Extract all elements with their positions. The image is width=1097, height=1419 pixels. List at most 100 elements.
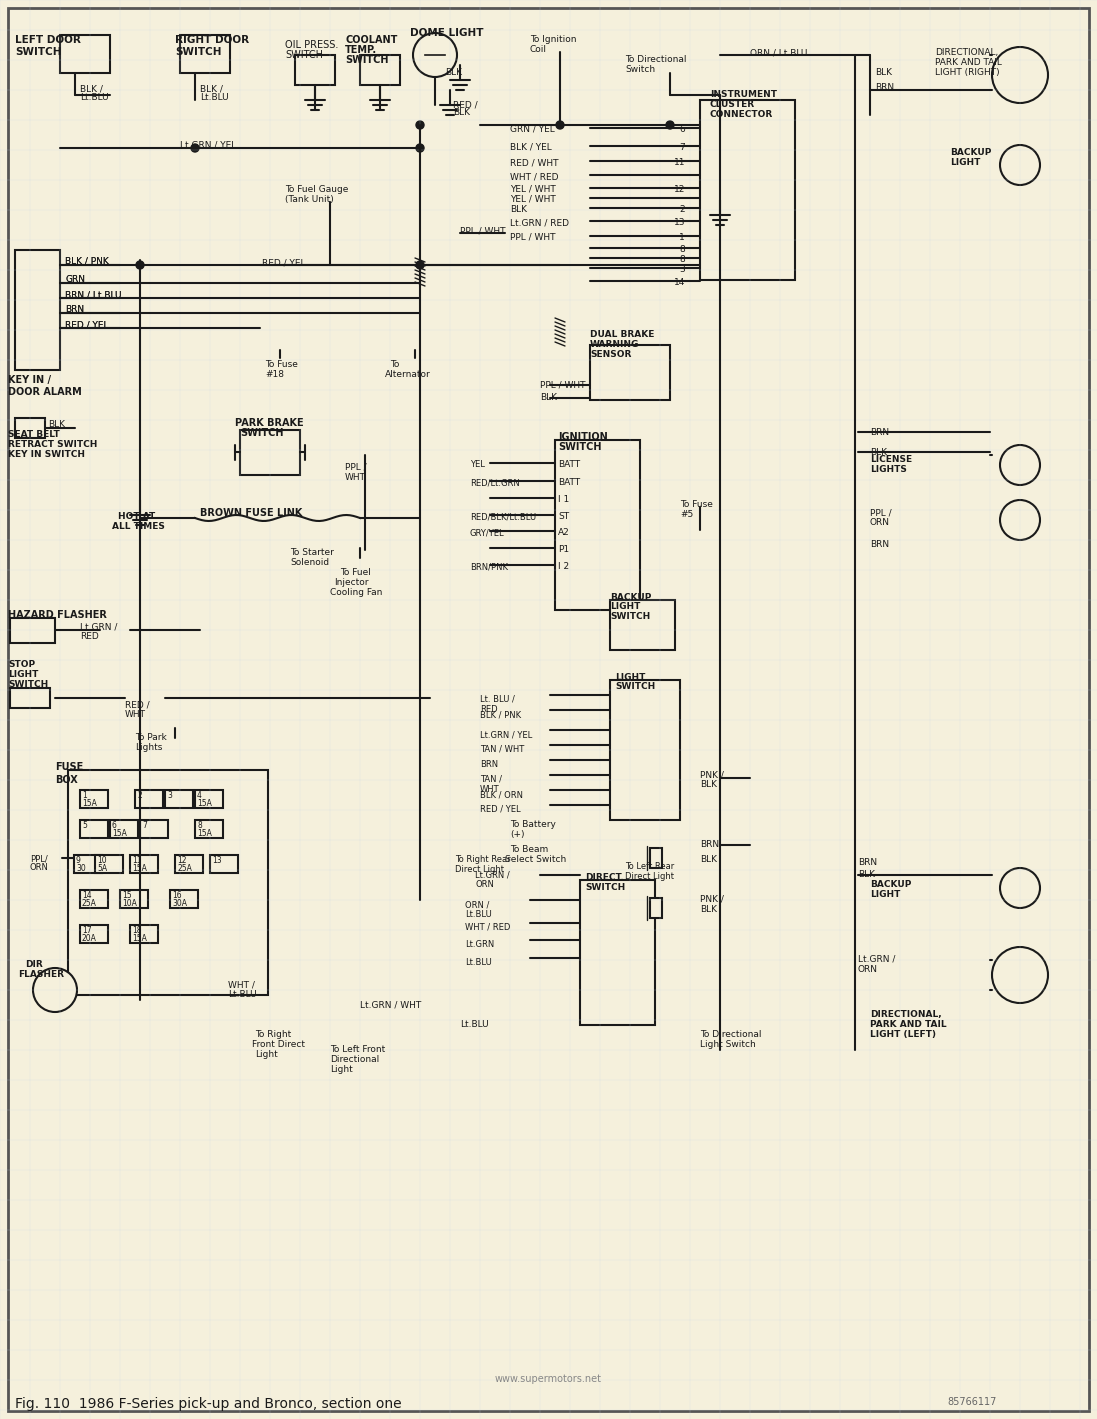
Text: Lt.GRN /: Lt.GRN / [858, 955, 895, 964]
Circle shape [1000, 446, 1040, 485]
Text: PPL/: PPL/ [30, 856, 48, 864]
Text: Lt.GRN / YEL: Lt.GRN / YEL [480, 729, 532, 739]
Text: HAZARD FLASHER: HAZARD FLASHER [8, 610, 106, 620]
Text: Lt.GRN /: Lt.GRN / [80, 622, 117, 631]
Text: 3: 3 [679, 265, 685, 274]
Text: BRN: BRN [870, 429, 890, 437]
Text: SWITCH: SWITCH [15, 47, 61, 57]
Text: 5A: 5A [97, 864, 108, 873]
Text: CONNECTOR: CONNECTOR [710, 111, 773, 119]
Bar [131, 856, 158, 873]
Text: 10: 10 [97, 856, 106, 866]
Text: BLK: BLK [700, 905, 717, 914]
Text: Light Switch: Light Switch [700, 1040, 756, 1049]
Text: To: To [391, 360, 399, 369]
Bar [110, 820, 138, 839]
Text: RED / WHT: RED / WHT [510, 158, 558, 167]
Text: To Park: To Park [135, 734, 167, 742]
Text: To Fuse: To Fuse [680, 499, 713, 509]
Text: 30: 30 [76, 864, 86, 873]
Text: To Left Front: To Left Front [330, 1044, 385, 1054]
Text: Lights: Lights [135, 744, 162, 752]
Text: Lt.GRN / WHT: Lt.GRN / WHT [360, 1000, 421, 1009]
Text: PARK AND TAIL: PARK AND TAIL [870, 1020, 947, 1029]
Text: BLK / PNK: BLK / PNK [65, 257, 109, 265]
Text: BLK /: BLK / [80, 85, 103, 94]
Text: 30A: 30A [172, 900, 186, 908]
Text: OIL PRESS.: OIL PRESS. [285, 40, 338, 50]
Bar [210, 856, 238, 873]
Text: LIGHT (RIGHT): LIGHT (RIGHT) [935, 68, 999, 77]
Text: 15: 15 [122, 891, 132, 900]
Text: DOOR ALARM: DOOR ALARM [8, 387, 82, 397]
Text: GRN / YEL: GRN / YEL [510, 125, 555, 133]
Text: SENSOR: SENSOR [590, 350, 632, 359]
Text: 16: 16 [172, 891, 182, 900]
Text: PNK /: PNK / [700, 895, 724, 904]
Text: Lt.BLU: Lt.BLU [228, 990, 257, 999]
Text: 25A: 25A [177, 864, 192, 873]
Text: Light: Light [330, 1066, 353, 1074]
Text: To Battery: To Battery [510, 820, 556, 829]
Text: BRN: BRN [65, 305, 84, 314]
Text: 1: 1 [82, 790, 87, 800]
Text: RED/Lt.GRN: RED/Lt.GRN [470, 478, 520, 487]
Text: 15A: 15A [82, 799, 97, 807]
Circle shape [992, 47, 1048, 104]
Text: BLK: BLK [870, 448, 887, 457]
Text: 12: 12 [674, 184, 685, 194]
Text: SWITCH: SWITCH [285, 50, 323, 60]
Text: 7: 7 [142, 822, 147, 830]
Bar [68, 771, 268, 995]
Text: BLK: BLK [445, 68, 462, 77]
Bar [10, 619, 55, 643]
Text: Injector: Injector [333, 578, 369, 587]
Text: LEFT DOOR: LEFT DOOR [15, 35, 81, 45]
Text: BOX: BOX [55, 775, 78, 785]
Text: BACKUP: BACKUP [870, 880, 912, 888]
Text: PNK /: PNK / [700, 771, 724, 779]
Text: DIRECTIONAL,: DIRECTIONAL, [870, 1010, 941, 1019]
Text: WHT / RED: WHT / RED [510, 172, 558, 182]
Text: BLK / PNK: BLK / PNK [65, 257, 109, 265]
Text: GRY/YEL: GRY/YEL [470, 528, 505, 536]
Bar [360, 55, 400, 85]
Text: BLK: BLK [700, 856, 717, 864]
Text: Direct Light: Direct Light [455, 866, 504, 874]
Text: PPL / WHT: PPL / WHT [460, 227, 506, 236]
Text: Lt. BLU /
RED: Lt. BLU / RED [480, 695, 514, 714]
Text: BATT: BATT [558, 478, 580, 487]
Bar [80, 890, 108, 908]
Text: 25A: 25A [82, 900, 97, 908]
Text: BLK /: BLK / [200, 85, 223, 94]
Text: 2: 2 [679, 204, 685, 214]
Text: I 2: I 2 [558, 562, 569, 570]
Text: YEL: YEL [470, 460, 485, 470]
Circle shape [33, 968, 77, 1012]
Text: I 1: I 1 [558, 495, 569, 504]
Text: Select Switch: Select Switch [505, 856, 566, 864]
Text: RETRACT SWITCH: RETRACT SWITCH [8, 440, 98, 448]
Text: Switch: Switch [625, 65, 655, 74]
Text: 10A: 10A [122, 900, 137, 908]
Text: 13: 13 [212, 856, 222, 866]
Text: #5: #5 [680, 509, 693, 519]
Bar [590, 345, 670, 400]
Bar [15, 250, 60, 370]
Text: FUSE: FUSE [55, 762, 83, 772]
Text: 15A: 15A [132, 864, 147, 873]
Text: WHT /: WHT / [228, 981, 255, 989]
Text: PARK BRAKE: PARK BRAKE [235, 419, 304, 429]
Text: YEL / WHT: YEL / WHT [510, 184, 556, 194]
Bar [195, 820, 223, 839]
Text: BRN: BRN [480, 761, 498, 769]
Text: LIGHT (LEFT): LIGHT (LEFT) [870, 1030, 936, 1039]
Text: P1: P1 [558, 545, 569, 553]
Text: TAN /
WHT: TAN / WHT [480, 775, 502, 795]
Text: SWITCH: SWITCH [610, 612, 651, 622]
Bar [700, 99, 795, 280]
Text: KEY IN SWITCH: KEY IN SWITCH [8, 450, 84, 458]
Text: 20A: 20A [82, 934, 97, 944]
Text: DIRECTIONAL,: DIRECTIONAL, [935, 48, 998, 57]
Bar [80, 820, 108, 839]
